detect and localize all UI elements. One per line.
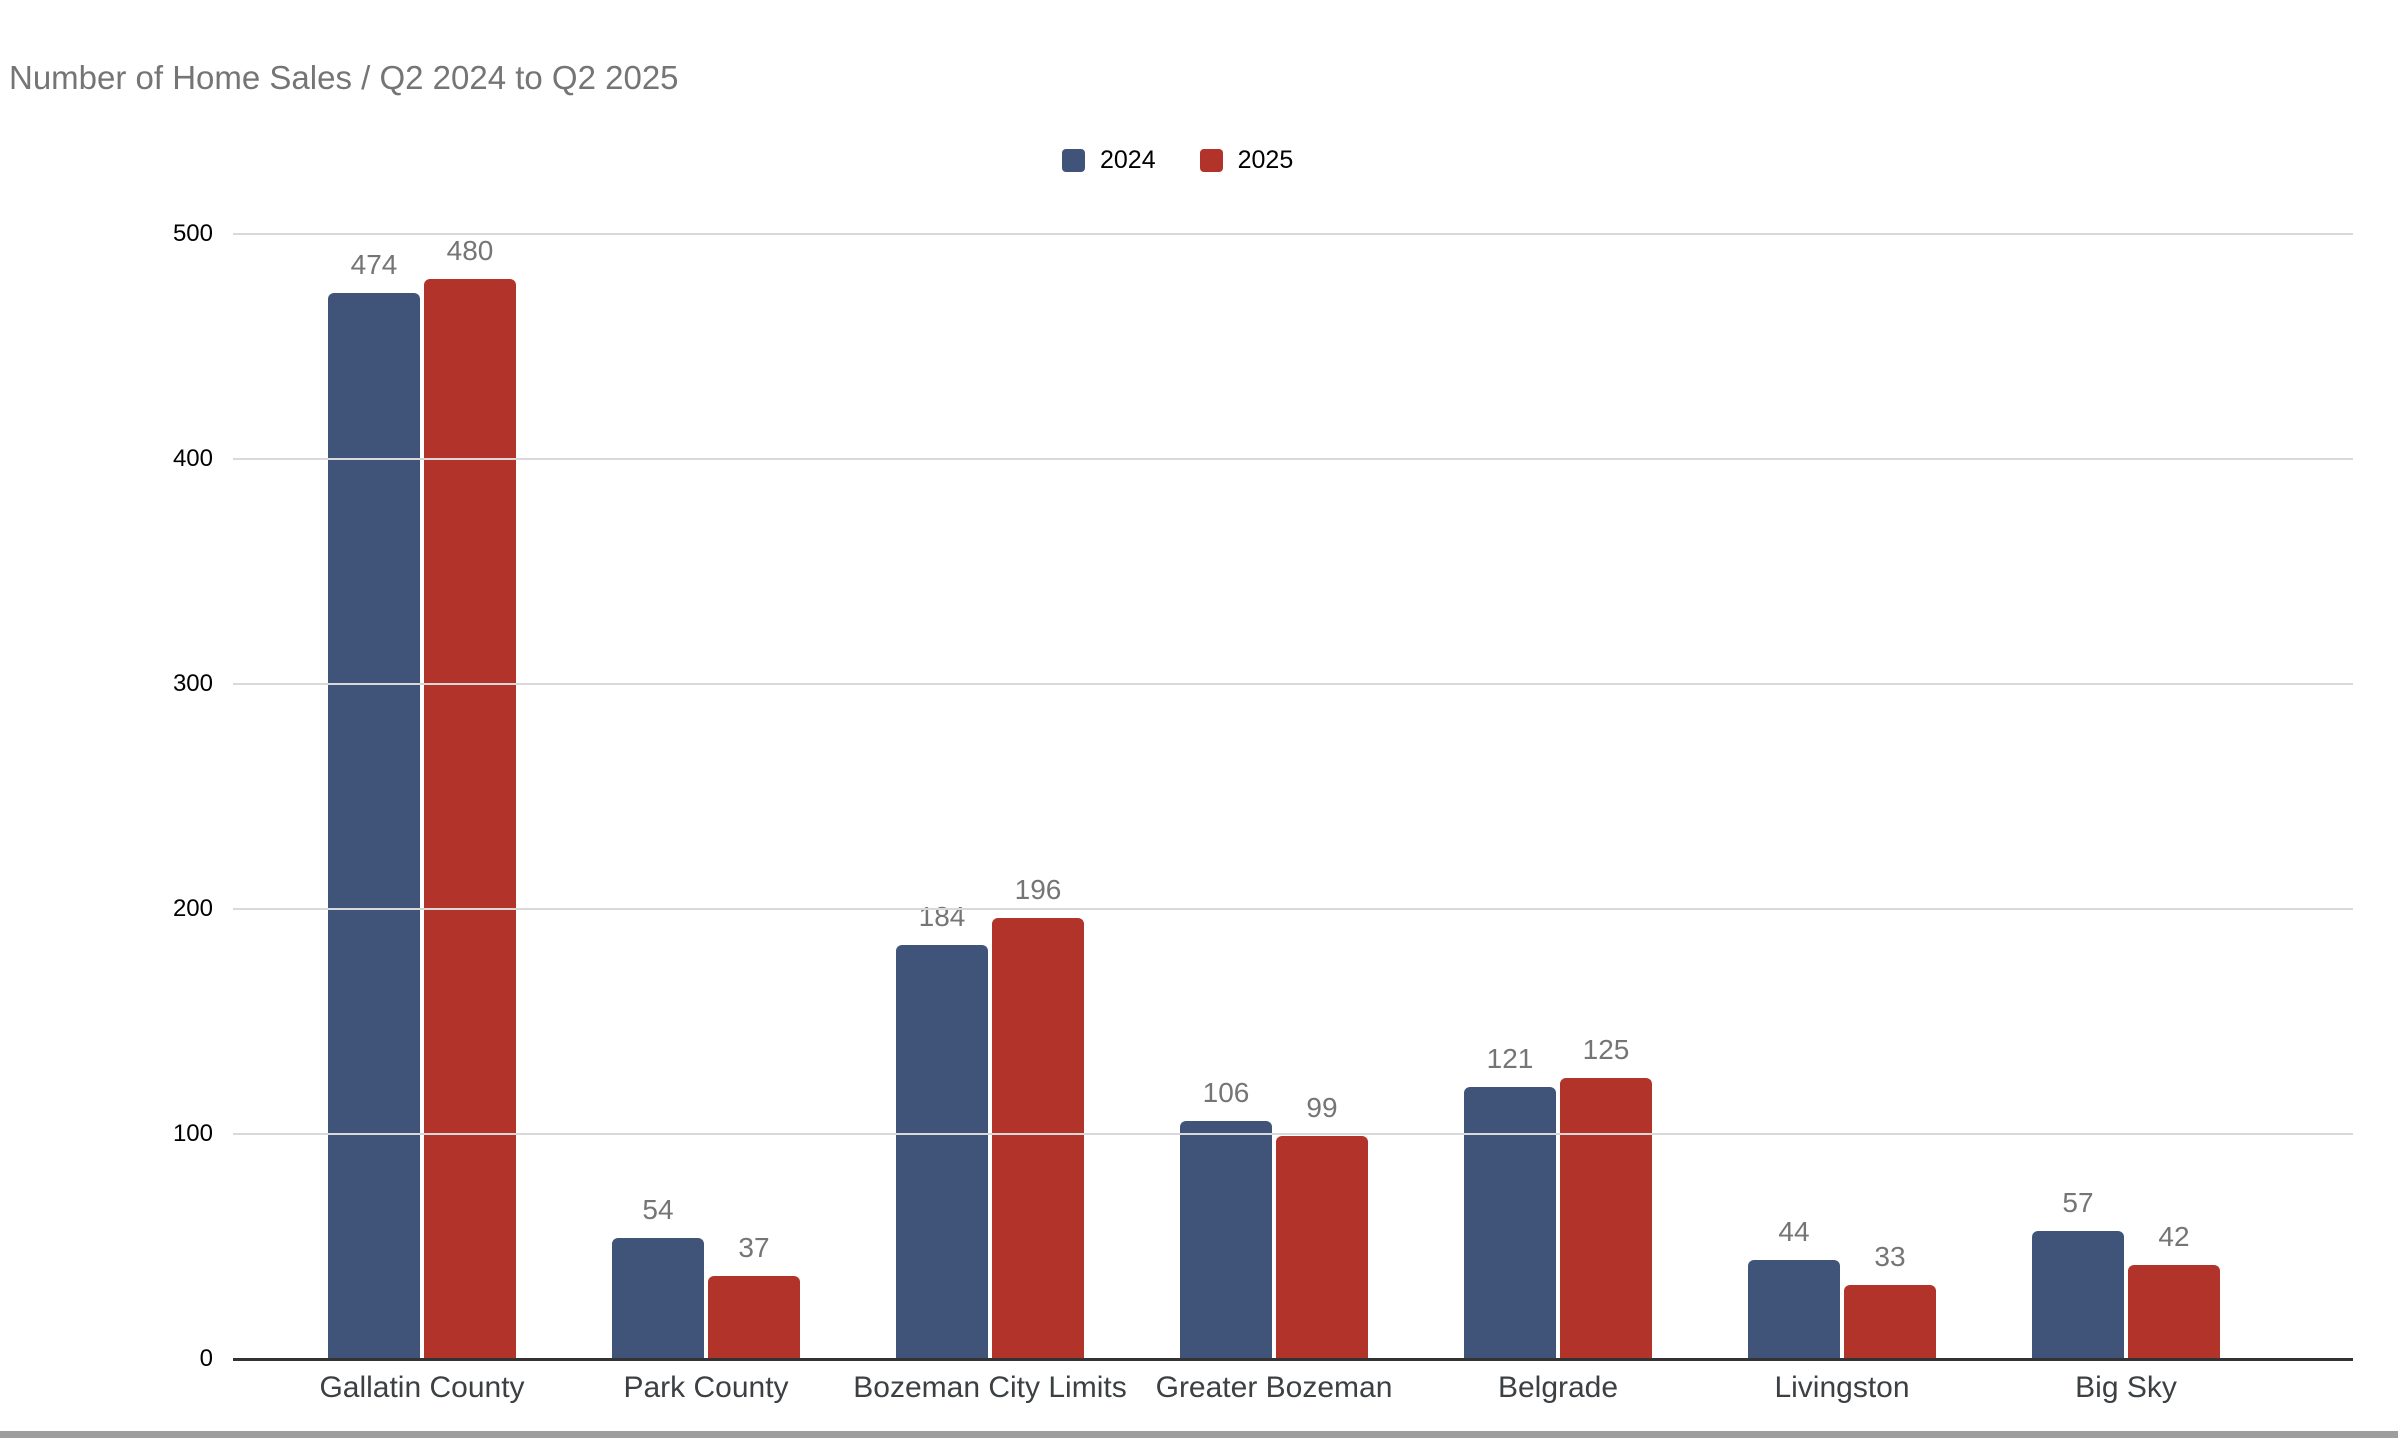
x-axis-baseline [233,1358,2353,1361]
bar-cell-2024: 474 [328,248,420,1359]
x-axis-label-belgrade: Belgrade [1497,1371,1619,1404]
bar-group-gallatin-county: 474 480 [280,234,564,1359]
gridline-200 [233,908,2353,910]
bar-pair: 474 480 [328,235,516,1359]
bar-pair: 121 125 [1464,1034,1652,1359]
bar-2024-gallatin-county[interactable] [328,292,420,1359]
value-label-2024: 44 [1778,1216,1810,1247]
x-axis-labels: Gallatin County Park County Bozeman City L… [280,1371,2268,1405]
gridline-300 [233,683,2353,685]
legend-item-2024[interactable]: 2024 [1062,146,1156,175]
x-axis-label-livingston: Livingston [1774,1371,1910,1404]
bar-cell-2025: 480 [424,235,516,1359]
value-label-2024: 184 [918,901,966,932]
bar-2024-livingston[interactable] [1748,1260,1840,1359]
x-axis-label-gallatin-county: Gallatin County [319,1371,525,1404]
bar-cell-2025: 196 [992,874,1084,1359]
x-axis-label-greater-bozeman: Greater Bozeman [1155,1371,1393,1404]
bar-group-bozeman-city-limits: 184 196 [848,234,1132,1359]
legend: 2024 2025 [1062,146,1293,175]
value-label-2024: 474 [350,248,398,280]
legend-item-2025[interactable]: 2025 [1199,146,1294,175]
value-label-2025: 125 [1582,1033,1630,1065]
bar-pair: 106 99 [1180,1076,1368,1359]
bar-cell-2025: 42 [2128,1220,2220,1359]
bar-cell-2024: 57 [2032,1187,2124,1359]
x-axis-label-bozeman-city-limits: Bozeman City Limits [853,1371,1127,1404]
bar-group-livingston: 44 33 [1700,234,1984,1359]
x-axis-label-big-sky: Big Sky [2075,1371,2177,1404]
y-axis-label: 500 [172,220,213,247]
bar-cell-2024: 121 [1464,1043,1556,1359]
bar-2024-bozeman-city-limits[interactable] [896,945,988,1359]
y-axis-label: 0 [199,1345,213,1372]
value-label-2025: 99 [1306,1092,1338,1124]
chart-title: Number of Home Sales / Q2 2024 to Q2 202… [9,59,679,96]
legend-swatch-icon [1062,149,1085,172]
x-axis-label-park-county: Park County [623,1371,789,1404]
bar-2025-park-county[interactable] [708,1275,800,1359]
value-label-2024: 57 [2062,1186,2094,1218]
bar-2025-livingston[interactable] [1844,1284,1936,1359]
bar-cell-2024: 106 [1180,1076,1272,1359]
bar-pair: 44 33 [1748,1216,1936,1359]
bars-row: 474 480 54 37 184 196 106 99 121 125 44 33 57 42 [280,234,2268,1359]
value-label-2025: 480 [446,235,494,266]
value-label-2024: 106 [1202,1076,1250,1108]
bar-2025-bozeman-city-limits[interactable] [992,918,1084,1359]
value-label-2024: 121 [1486,1042,1534,1074]
legend-label: 2024 [1100,146,1156,174]
bar-2024-belgrade[interactable] [1464,1086,1556,1359]
bar-pair: 54 37 [612,1193,800,1359]
bar-2025-belgrade[interactable] [1560,1077,1652,1359]
legend-swatch-icon [1199,149,1223,172]
value-label-2025: 33 [1874,1240,1906,1272]
y-axis-label: 200 [172,895,213,922]
bar-group-big-sky: 57 42 [1984,234,2268,1359]
bar-2025-greater-bozeman[interactable] [1276,1136,1368,1359]
gridline-400 [233,458,2353,460]
bar-group-greater-bozeman: 106 99 [1132,234,1416,1359]
bar-cell-2024: 44 [1748,1216,1840,1359]
y-axis-label: 100 [172,1120,213,1147]
gridline-500 [233,233,2353,235]
value-label-2025: 196 [1014,874,1062,905]
bar-2024-greater-bozeman[interactable] [1180,1120,1272,1359]
bar-cell-2024: 54 [612,1193,704,1359]
value-label-2025: 37 [738,1231,770,1263]
bar-cell-2024: 184 [896,901,988,1359]
bottom-divider [0,1431,2398,1438]
legend-label: 2025 [1237,146,1294,174]
bar-cell-2025: 33 [1844,1241,1936,1359]
value-label-2025: 42 [2158,1220,2190,1252]
bar-cell-2025: 37 [708,1232,800,1359]
y-axis-label: 400 [172,445,213,472]
bar-2025-big-sky[interactable] [2128,1264,2220,1359]
bar-pair: 184 196 [896,874,1084,1359]
bar-2024-park-county[interactable] [612,1237,704,1359]
plot-area: 474 480 54 37 184 196 106 99 121 125 44 33 57 42 0 100… [173,220,2353,1372]
gridline-100 [233,1133,2353,1135]
y-axis-label: 300 [172,670,213,697]
bar-2024-big-sky[interactable] [2032,1230,2124,1359]
bar-cell-2025: 99 [1276,1092,1368,1359]
bar-cell-2025: 125 [1560,1034,1652,1359]
bar-2025-gallatin-county[interactable] [424,279,516,1359]
bar-pair: 57 42 [2032,1187,2220,1359]
bar-group-belgrade: 121 125 [1416,234,1700,1359]
bar-group-park-county: 54 37 [564,234,848,1359]
value-label-2024: 54 [642,1193,674,1225]
